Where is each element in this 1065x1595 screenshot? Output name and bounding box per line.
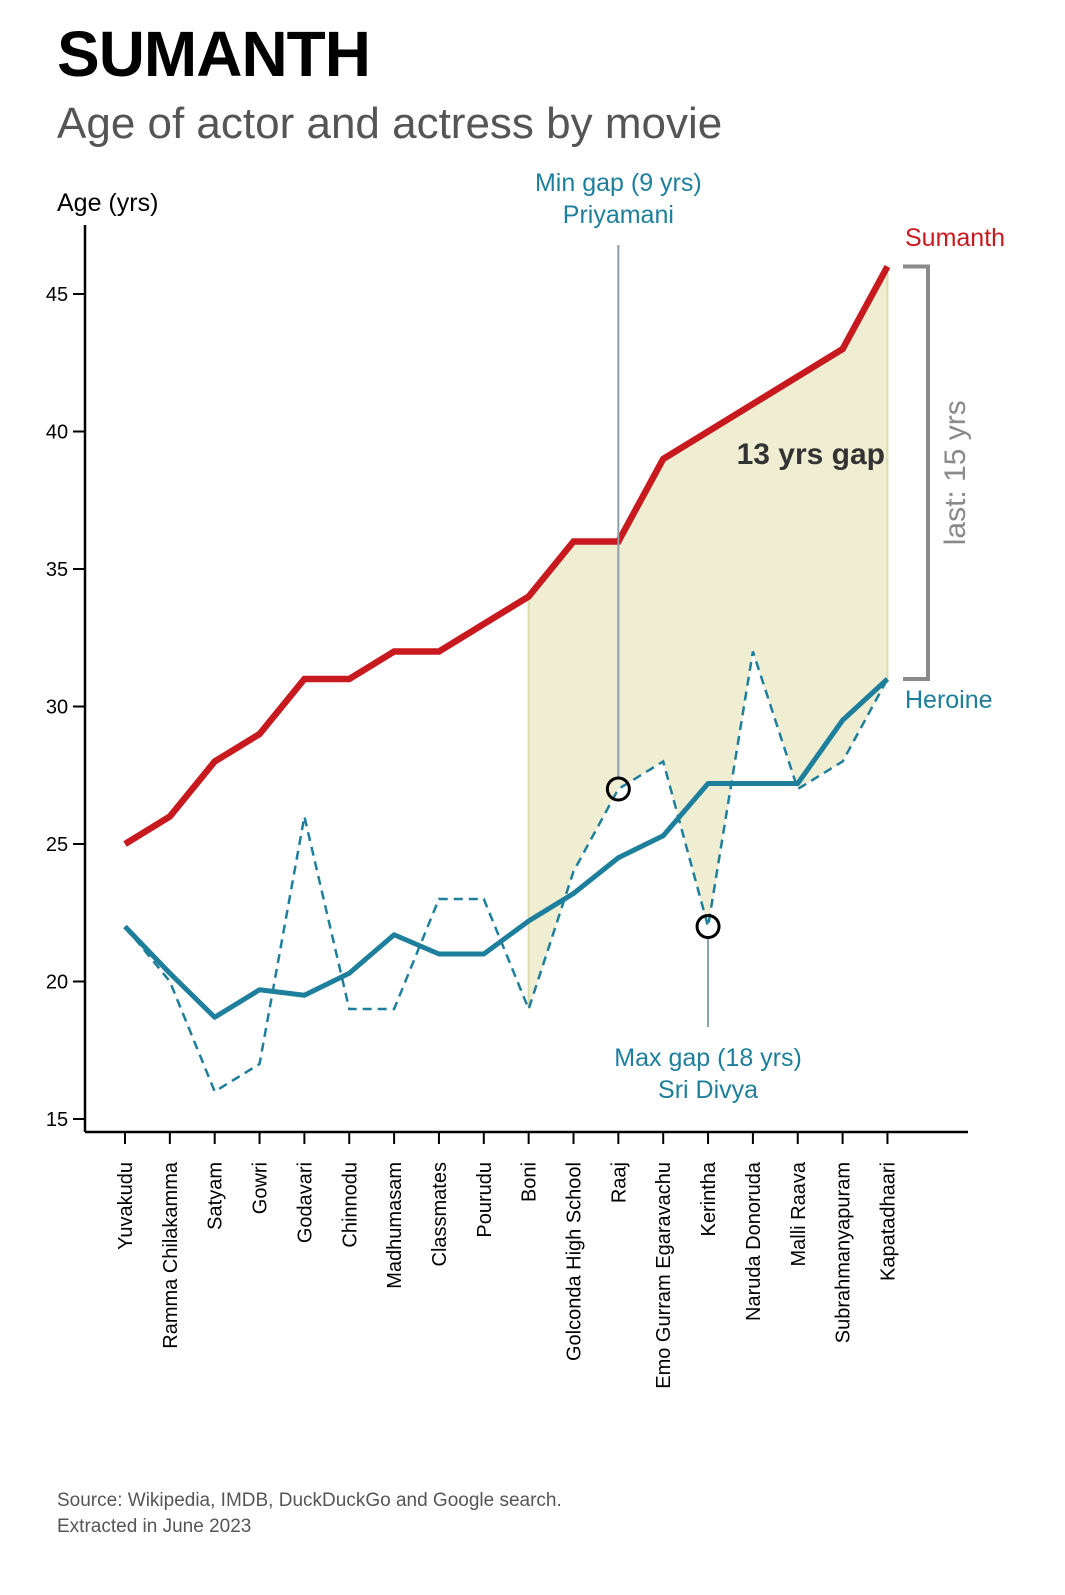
x-tick-label: Emo Gurram Egaravachu [653, 1162, 675, 1389]
min-gap-name: Priyamani [563, 201, 674, 229]
source-note: Source: Wikipedia, IMDB, DuckDuckGo and … [57, 1488, 562, 1540]
max-gap-name: Sri Divya [658, 1076, 758, 1104]
series-layer [123, 264, 891, 1094]
heroine-age-dashed-line [124, 651, 889, 1094]
chart-title: SUMANTH [57, 18, 371, 90]
last-gap-label: last: 15 yrs [939, 400, 972, 545]
last-gap-bracket [903, 264, 930, 681]
heroine-age-line [123, 677, 890, 1020]
source-line-1: Source: Wikipedia, IMDB, DuckDuckGo and … [57, 1490, 562, 1511]
max-gap-marker [695, 914, 721, 939]
x-tick-label: Subrahmanyapuram [833, 1162, 855, 1343]
gap-area-layer [527, 266, 889, 1009]
x-tick-label: Raaj [608, 1162, 630, 1203]
x-tick-label: Yuvakudu [115, 1162, 137, 1250]
x-tick-label: Satyam [205, 1162, 227, 1230]
actor-age-line [123, 264, 891, 847]
y-tick-label: 20 [46, 972, 68, 994]
x-tick-label: Madhumasam [384, 1162, 406, 1289]
gap-label: 13 yrs gap [737, 438, 885, 471]
x-tick-label: Boni [519, 1162, 541, 1202]
y-tick-label: 45 [46, 284, 68, 306]
min-gap-label: Min gap (9 yrs) [535, 169, 702, 197]
x-tick-label: Classmates [429, 1162, 451, 1266]
x-tick-label: Godavari [294, 1162, 316, 1243]
x-tick-label: Ramma Chilakamma [160, 1161, 182, 1349]
actor-series-label: Sumanth [905, 224, 1005, 252]
x-tick-label: Chinnodu [339, 1162, 361, 1248]
y-tick-label: 35 [46, 559, 68, 581]
x-tick-label: Malli Raava [788, 1161, 810, 1266]
x-tick-label: Gowri [250, 1162, 272, 1214]
y-tick-label: 40 [46, 422, 68, 444]
x-tick-label: Kerintha [698, 1161, 720, 1236]
y-tick-label: 25 [46, 834, 68, 856]
x-tick-label: Kapatadhaari [877, 1162, 899, 1281]
annotation-layer: Min gap (9 yrs) Priyamani Max gap (18 yrs)… [535, 169, 1005, 1104]
y-axis-label: Age (yrs) [57, 189, 158, 217]
y-tick-label: 30 [46, 697, 68, 719]
max-gap-label: Max gap (18 yrs) [614, 1044, 802, 1072]
x-tick-label: Golconda High School [564, 1162, 586, 1361]
source-line-2: Extracted in June 2023 [57, 1516, 252, 1537]
gap-area [528, 266, 888, 1009]
heroine-series-label: Heroine [905, 686, 993, 714]
chart-subtitle: Age of actor and actress by movie [57, 99, 723, 148]
axes: Age (yrs) 15 20 25 30 35 40 45 Yuvakudu Ramma Chi… [46, 189, 968, 1389]
x-tick-label: Pourudu [474, 1162, 496, 1238]
y-tick-label: 15 [46, 1109, 68, 1131]
min-gap-marker [605, 776, 631, 802]
x-tick-label: Naruda Donoruda [743, 1161, 765, 1321]
